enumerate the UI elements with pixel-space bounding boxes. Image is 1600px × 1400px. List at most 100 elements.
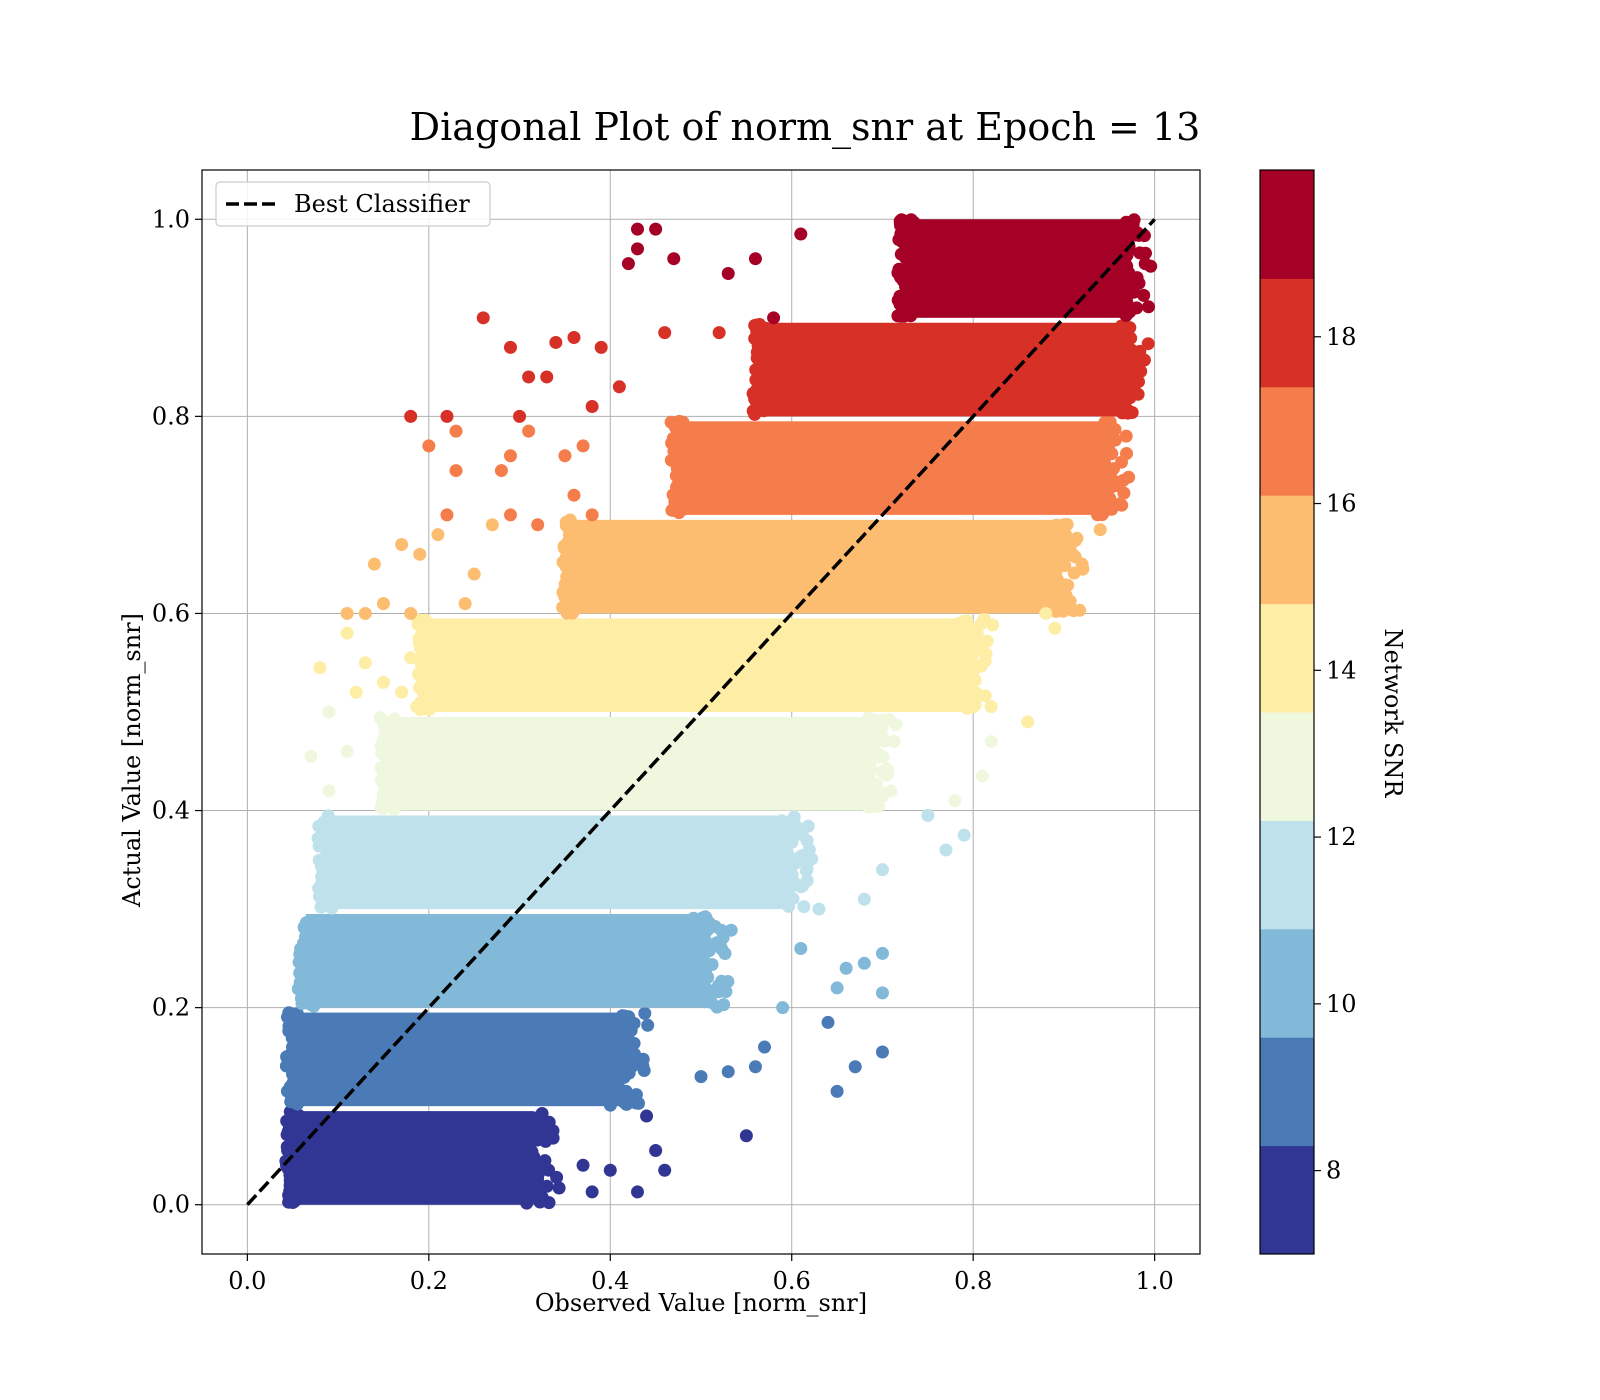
scatter-point: [389, 788, 403, 802]
scatter-band-5: [410, 612, 1000, 716]
scatter-point: [903, 260, 917, 274]
scatter-point: [1108, 433, 1122, 447]
y-axis-ticks: 0.0 0.2 0.4 0.6 0.8 1.0: [152, 205, 202, 1219]
colorbar-label: Network SNR: [1379, 629, 1407, 799]
scatter-point: [641, 1018, 655, 1032]
scatter-point: [1115, 292, 1129, 306]
scatter-point: [526, 1118, 540, 1132]
scatter-point: [1112, 341, 1126, 354]
scatter-point: [1109, 475, 1123, 489]
scatter-point: [1119, 372, 1132, 386]
scatter-point: [419, 620, 433, 633]
scatter-point: [961, 623, 975, 637]
scatter-point: [801, 819, 815, 833]
scatter-point: [1057, 582, 1071, 596]
scatter-point: [700, 936, 714, 950]
scatter-point: [753, 336, 767, 350]
scatter-point-outlier: [1039, 606, 1053, 620]
scatter-point-outlier: [449, 424, 463, 438]
scatter-point-outlier: [494, 464, 508, 478]
scatter-point: [714, 923, 728, 937]
scatter-point: [415, 681, 428, 695]
scatter-point: [756, 377, 769, 391]
x-tick-label: 0.8: [954, 1267, 992, 1295]
scatter-point: [321, 832, 335, 845]
colorbar-bin: [1260, 820, 1314, 930]
scatter-point-outlier: [576, 1158, 590, 1172]
scatter-point: [1070, 531, 1084, 545]
x-axis-ticks: 0.0 0.2 0.4 0.6 0.8 1.0: [228, 1254, 1174, 1295]
scatter-point: [980, 634, 994, 648]
scatter-point: [710, 1000, 724, 1014]
scatter-point: [673, 418, 687, 432]
colorbar-bin: [1260, 495, 1314, 605]
scatter-point: [1098, 418, 1112, 432]
colorbar-tick-label: 14: [1326, 656, 1357, 684]
scatter-point-outlier: [395, 537, 409, 551]
scatter-outliers: [304, 222, 1107, 1199]
scatter-point-outlier: [948, 794, 962, 808]
scatter-point-outlier: [404, 651, 418, 665]
colorbar-bin: [1260, 712, 1314, 821]
scatter-point-outlier: [658, 326, 672, 340]
scatter-point: [302, 922, 315, 935]
y-tick-label: 0.6: [152, 599, 190, 627]
scatter-point: [1128, 386, 1142, 400]
scatter-point: [620, 1033, 634, 1047]
colorbar-tick-label: 10: [1326, 990, 1357, 1018]
scatter-point: [1051, 573, 1064, 587]
scatter-point-outlier: [794, 942, 808, 956]
scatter-point: [526, 1149, 540, 1163]
colorbar-bin: [1260, 1145, 1314, 1255]
scatter-point: [876, 750, 890, 764]
scatter-point: [782, 826, 796, 840]
scatter-point: [690, 993, 704, 1006]
scatter-point: [1141, 337, 1155, 351]
scatter-point: [758, 346, 772, 360]
scatter-point-outlier: [721, 1065, 735, 1079]
scatter-point-outlier: [621, 257, 635, 271]
scatter-point: [321, 809, 335, 823]
scatter-point-outlier: [1057, 528, 1071, 542]
scatter-point-outlier: [1021, 715, 1035, 729]
scatter-point-outlier: [358, 606, 372, 620]
scatter-point-outlier: [376, 597, 390, 611]
y-tick-label: 0.2: [152, 994, 190, 1022]
scatter-point: [800, 874, 814, 888]
scatter-point-outlier: [921, 808, 935, 822]
scatter-point: [676, 466, 690, 480]
scatter-point: [1144, 259, 1158, 273]
scatter-band-4: [373, 711, 903, 816]
scatter-point: [1093, 504, 1107, 518]
scatter-point: [898, 292, 912, 306]
scatter-point: [541, 1131, 555, 1145]
scatter-point-outlier: [630, 222, 644, 236]
scatter-point-outlier: [640, 1109, 654, 1123]
scatter-point: [1120, 277, 1134, 291]
scatter-point-outlier: [376, 675, 390, 689]
scatter-point: [627, 1016, 641, 1030]
scatter-point: [607, 1075, 621, 1089]
scatter-point-outlier: [1075, 557, 1089, 571]
scatter-point: [724, 923, 738, 937]
scatter-point: [525, 1133, 539, 1147]
scatter-point-outlier: [630, 1185, 644, 1199]
scatter-point-outlier: [503, 340, 517, 354]
scatter-point-outlier: [1093, 523, 1107, 537]
y-tick-label: 0.8: [152, 402, 190, 430]
scatter-point: [1118, 363, 1132, 377]
scatter-point: [615, 1061, 629, 1075]
scatter-point-outlier: [794, 227, 808, 241]
plot-frame: [201, 169, 1201, 1255]
scatter-point-outlier: [875, 946, 889, 960]
scatter-band-body: [292, 1111, 534, 1205]
scatter-point: [880, 768, 894, 782]
x-tick-label: 0.6: [773, 1267, 811, 1295]
scatter-point-outlier: [594, 340, 608, 354]
scatter-point: [325, 860, 339, 874]
colorbar-bin: [1260, 386, 1314, 496]
best-classifier-line-group: [246, 218, 1156, 1206]
scatter-point-outlier: [957, 828, 971, 842]
scatter-point: [606, 1033, 619, 1047]
scatter-point: [298, 975, 312, 989]
